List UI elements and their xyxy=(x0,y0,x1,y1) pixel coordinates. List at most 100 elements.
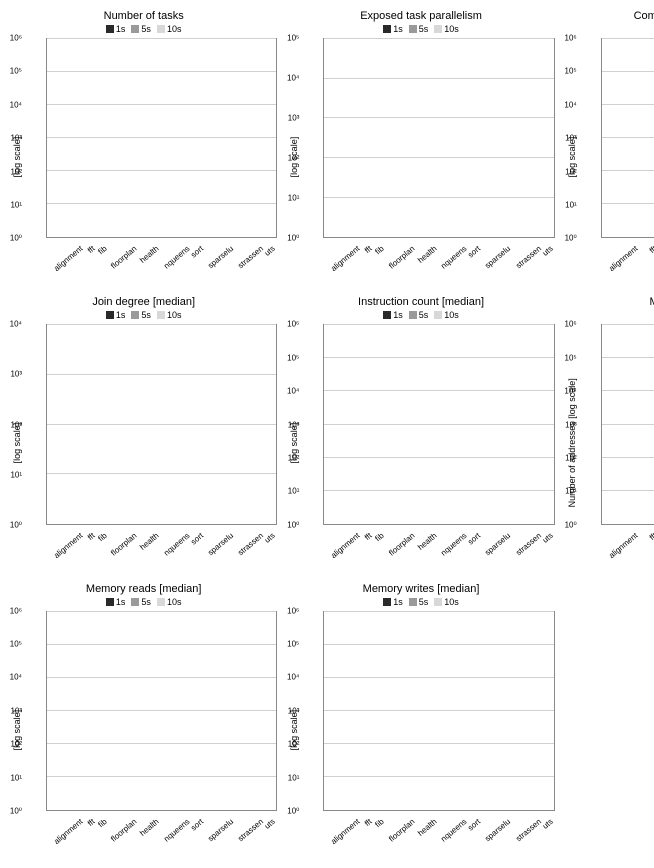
legend-item: 1s xyxy=(106,310,126,320)
plot-row: 10⁰10¹10²10³10⁴ xyxy=(24,324,277,524)
y-tick-label: 10³ xyxy=(10,134,24,143)
plot-column: 10⁰10¹10²10³10⁴10⁵alignmentfftfibfloorpl… xyxy=(301,38,554,276)
y-tick-label: 10² xyxy=(288,154,302,163)
legend: 1s5s10s xyxy=(383,24,459,34)
legend-swatch xyxy=(157,598,165,606)
chart-panel: Memory writes [median]1s5s10s[log scale]… xyxy=(287,583,554,849)
legend-swatch xyxy=(157,25,165,33)
y-tick-label: 10⁵ xyxy=(565,67,579,76)
bars-container xyxy=(602,325,654,523)
y-tick-label: 10² xyxy=(288,453,302,462)
y-tick-label: 10³ xyxy=(10,706,24,715)
y-tick-holder: 10⁰10¹10²10³10⁴10⁵ xyxy=(301,38,323,238)
x-pad xyxy=(301,811,323,849)
plot-area xyxy=(46,38,277,238)
y-tick-label: 10⁵ xyxy=(287,640,301,649)
legend-item: 10s xyxy=(434,310,459,320)
panel-title: Memory reads [median] xyxy=(86,583,202,595)
legend-swatch xyxy=(131,598,139,606)
y-tick-label: 10⁰ xyxy=(287,520,301,529)
plot-area xyxy=(601,324,654,524)
chart-wrap: [log scale]10⁰10¹10²10³10⁴10⁵10⁶alignmen… xyxy=(10,611,277,849)
chart-wrap: [log scale]10⁰10¹10²10³10⁴10⁵10⁶alignmen… xyxy=(565,38,654,276)
plot-area xyxy=(46,611,277,811)
y-tick-label: 10¹ xyxy=(565,200,579,209)
plot-row: 10⁰10¹10²10³10⁴10⁵10⁶ xyxy=(24,611,277,811)
legend-label: 5s xyxy=(141,597,151,607)
plot-row: 10⁰10¹10²10³10⁴10⁵10⁶ xyxy=(301,324,554,524)
y-tick-label: 10³ xyxy=(565,420,579,429)
chart-wrap: [log scale]10⁰10¹10²10³10⁴10⁵10⁶alignmen… xyxy=(10,38,277,276)
panel-title: Memory writes [median] xyxy=(363,583,480,595)
plot-column: 10⁰10¹10²10³10⁴alignmentfftfibfloorplanh… xyxy=(24,324,277,562)
y-tick-label: 10⁰ xyxy=(287,807,301,816)
y-tick-holder: 10⁰10¹10²10³10⁴ xyxy=(24,324,46,524)
y-tick-label: 10⁶ xyxy=(565,320,579,329)
y-tick-label: 10⁵ xyxy=(10,640,24,649)
legend-item: 10s xyxy=(157,24,182,34)
y-tick-holder: 10⁰10¹10²10³10⁴10⁵10⁶ xyxy=(24,38,46,238)
legend-label: 10s xyxy=(444,24,459,34)
legend-label: 10s xyxy=(444,310,459,320)
y-tick-label: 10¹ xyxy=(288,773,302,782)
y-tick-holder: 10⁰10¹10²10³10⁴10⁵10⁶ xyxy=(301,611,323,811)
x-labels-row: alignmentfftfibfloorplanhealthnqueenssor… xyxy=(24,238,277,276)
chart-wrap: [log scale]10⁰10¹10²10³10⁴10⁵alignmentff… xyxy=(287,38,554,276)
legend-swatch xyxy=(409,598,417,606)
x-labels: alignmentfftfibfloorplanhealthnqueenssor… xyxy=(323,811,554,849)
legend-swatch xyxy=(434,25,442,33)
x-pad xyxy=(579,525,601,563)
x-labels-row: alignmentfftfibfloorplanhealthnqueenssor… xyxy=(579,238,654,276)
legend-item: 5s xyxy=(131,24,151,34)
y-tick-holder: 10⁰10¹10²10³10⁴10⁵10⁶ xyxy=(301,324,323,524)
y-tick-label: 10⁶ xyxy=(287,320,301,329)
legend-swatch xyxy=(131,311,139,319)
y-tick-label: 10⁴ xyxy=(564,100,578,109)
y-tick-label: 10⁰ xyxy=(565,234,579,243)
x-labels: alignmentfftfibfloorplanhealthnqueenssor… xyxy=(323,525,554,563)
panel-title: Join degree [median] xyxy=(92,296,195,308)
chart-wrap: Number of addresses [log scale]10⁰10¹10²… xyxy=(565,324,654,562)
legend-swatch xyxy=(106,311,114,319)
legend-label: 1s xyxy=(393,24,403,34)
bars-container xyxy=(324,612,553,810)
y-tick-holder: 10⁰10¹10²10³10⁴10⁵10⁶ xyxy=(579,324,601,524)
x-labels: alignmentfftfibfloorplanhealthnqueenssor… xyxy=(323,238,554,276)
x-labels: alignmentfftfibfloorplanhealthnqueenssor… xyxy=(46,525,277,563)
y-tick-label: 10⁴ xyxy=(564,387,578,396)
legend-item: 10s xyxy=(157,597,182,607)
bars-container xyxy=(47,612,276,810)
legend-swatch xyxy=(383,311,391,319)
y-tick-label: 10² xyxy=(10,420,24,429)
y-tick-holder: 10⁰10¹10²10³10⁴10⁵10⁶ xyxy=(579,38,601,238)
y-tick-label: 10⁴ xyxy=(287,74,301,83)
y-tick-label: 10⁵ xyxy=(10,67,24,76)
y-tick-holder: 10⁰10¹10²10³10⁴10⁵10⁶ xyxy=(24,611,46,811)
legend-item: 5s xyxy=(131,597,151,607)
y-tick-label: 10¹ xyxy=(10,773,24,782)
bars-container xyxy=(47,39,276,237)
plot-row: 10⁰10¹10²10³10⁴10⁵ xyxy=(301,38,554,238)
bars-container xyxy=(47,325,276,523)
plot-column: 10⁰10¹10²10³10⁴10⁵10⁶alignmentfftfibfloo… xyxy=(579,38,654,276)
y-tick-label: 10⁶ xyxy=(10,606,24,615)
x-labels-row: alignmentfftfibfloorplanhealthnqueenssor… xyxy=(24,525,277,563)
legend-swatch xyxy=(157,311,165,319)
legend-swatch xyxy=(434,311,442,319)
chart-panel: Instruction count [median]1s5s10s[log sc… xyxy=(287,296,554,562)
legend-item: 10s xyxy=(434,597,459,607)
x-pad xyxy=(24,525,46,563)
plot-column: 10⁰10¹10²10³10⁴10⁵10⁶alignmentfftfibfloo… xyxy=(301,611,554,849)
y-tick-label: 10¹ xyxy=(288,487,302,496)
y-tick-label: 10³ xyxy=(288,420,302,429)
legend-label: 10s xyxy=(167,24,182,34)
y-tick-label: 10¹ xyxy=(565,487,579,496)
plot-column: 10⁰10¹10²10³10⁴10⁵10⁶alignmentfftfibfloo… xyxy=(24,611,277,849)
panel-title: Instruction count [median] xyxy=(358,296,484,308)
legend-swatch xyxy=(409,311,417,319)
x-pad xyxy=(301,525,323,563)
plot-column: 10⁰10¹10²10³10⁴10⁵10⁶alignmentfftfibfloo… xyxy=(579,324,654,562)
legend-label: 5s xyxy=(141,310,151,320)
x-labels-row: alignmentfftfibfloorplanhealthnqueenssor… xyxy=(579,525,654,563)
bars-container xyxy=(324,325,553,523)
